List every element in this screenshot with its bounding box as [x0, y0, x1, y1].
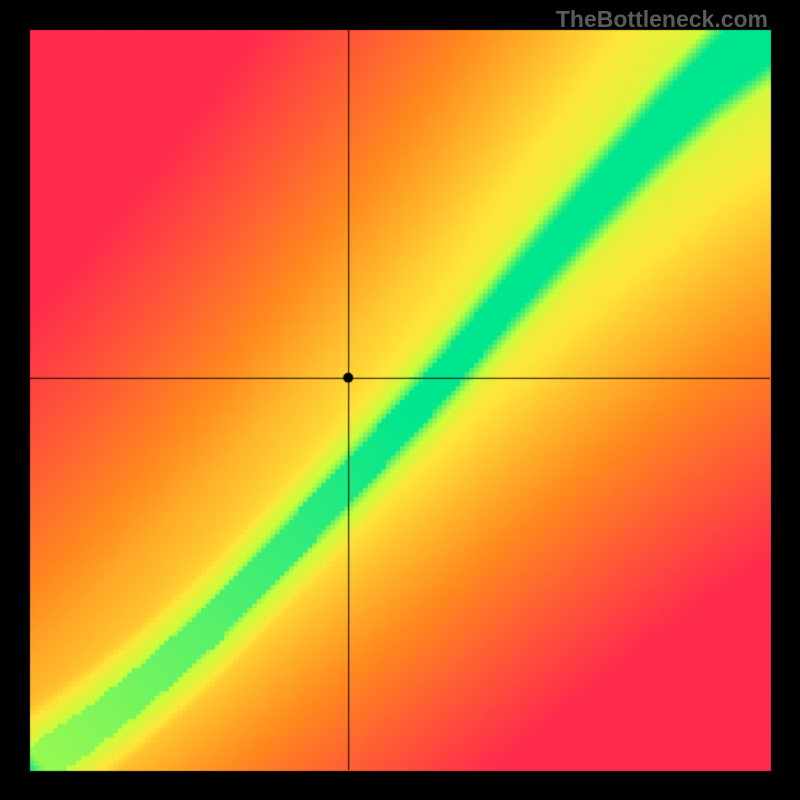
bottleneck-heatmap: [0, 0, 800, 800]
watermark-text: TheBottleneck.com: [556, 6, 768, 33]
chart-frame: TheBottleneck.com: [0, 0, 800, 800]
